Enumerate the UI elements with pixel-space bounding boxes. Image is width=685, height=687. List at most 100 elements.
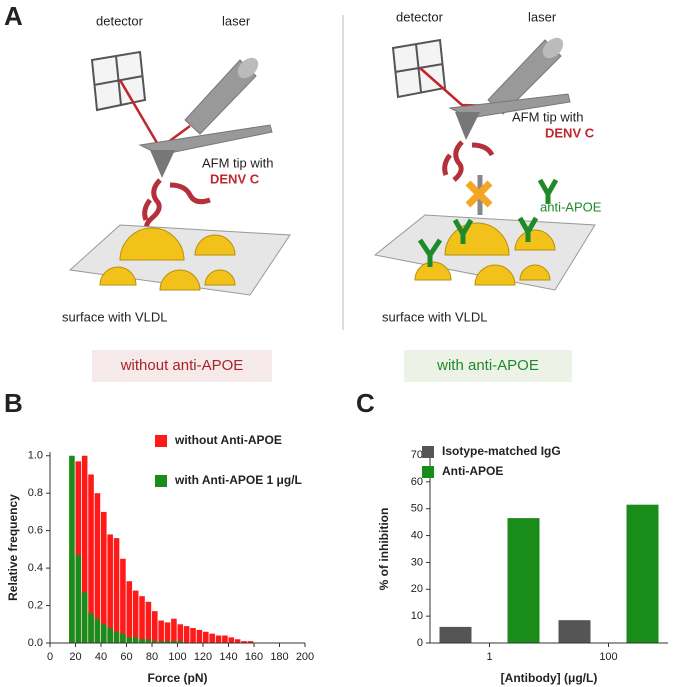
x-tick-label: 160 (245, 651, 263, 663)
histogram-bar (88, 613, 94, 643)
y-axis-label: Relative frequency (6, 494, 20, 601)
histogram-bar (145, 601, 152, 643)
label: detector (396, 9, 444, 24)
x-tick-label: 200 (296, 651, 314, 663)
histogram-bar (171, 641, 177, 643)
legend-swatch (422, 446, 434, 458)
caption: without anti-APOE (120, 357, 244, 374)
x-tick-label: 0 (47, 651, 53, 663)
legend-swatch (155, 435, 167, 447)
histogram-bar (101, 511, 107, 643)
histogram-bar (203, 631, 209, 643)
panel-label: C (356, 388, 375, 418)
histogram-bar (177, 624, 184, 643)
legend-label: Isotype-matched IgG (442, 444, 561, 458)
y-tick-label: 0.2 (28, 599, 43, 611)
x-tick-label: 100 (599, 651, 617, 663)
y-tick-label: 10 (411, 610, 423, 622)
histogram-bar (177, 641, 184, 643)
histogram-bar (126, 637, 133, 643)
y-tick-label: 0 (417, 637, 423, 649)
panel-label: B (4, 388, 23, 418)
x-axis-label: Force (pN) (148, 671, 208, 685)
y-tick-label: 20 (411, 583, 423, 595)
histogram-bar (75, 461, 82, 643)
histogram-bar (215, 635, 222, 643)
y-tick-label: 40 (411, 529, 423, 541)
histogram-bar (209, 633, 215, 643)
legend-label: Anti-APOE (442, 464, 503, 478)
y-tick-label: 60 (411, 476, 423, 488)
x-tick-label: 120 (194, 651, 212, 663)
histogram-bar (94, 493, 101, 643)
histogram-bar (113, 538, 120, 643)
x-tick-label: 80 (146, 651, 158, 663)
x-tick-label: 1 (486, 651, 492, 663)
x-tick-label: 40 (95, 651, 107, 663)
bar (439, 626, 472, 643)
label: DENV C (545, 125, 595, 140)
label: detector (96, 13, 144, 28)
histogram-bar (139, 596, 145, 643)
x-axis-label: [Antibody] (μg/L) (501, 671, 598, 685)
histogram-bar (183, 626, 190, 643)
caption-box (404, 350, 572, 382)
y-tick-label: 0.4 (28, 562, 43, 574)
x-tick-label: 60 (120, 651, 132, 663)
label: DENV C (210, 171, 260, 186)
histogram-bar (113, 631, 120, 643)
histogram-bar (94, 618, 101, 643)
illustration-right (373, 37, 596, 291)
histogram-bar (132, 637, 139, 643)
histogram-bar (81, 592, 88, 643)
histogram-bar (120, 558, 126, 643)
histogram-bar (120, 633, 126, 643)
illustration-left (68, 50, 291, 296)
histogram-bar (75, 554, 82, 643)
x-tick-label: 140 (219, 651, 237, 663)
histogram-bar (88, 474, 94, 643)
y-tick-label: 1.0 (28, 450, 43, 462)
label: laser (528, 9, 557, 24)
y-axis-label: % of inhibition (377, 508, 391, 591)
histogram-bar (228, 637, 235, 643)
y-tick-label: 70 (411, 449, 423, 461)
panel-label: A (4, 1, 23, 31)
histogram-bar (234, 639, 241, 643)
x-tick-label: 20 (69, 651, 81, 663)
histogram-bar (190, 628, 196, 643)
legend-label: with Anti-APOE 1 μg/L (174, 473, 302, 487)
histogram-bar (139, 639, 145, 643)
histogram-bar (69, 455, 75, 643)
histogram-bar (164, 622, 171, 643)
histogram-bar (164, 641, 171, 643)
histogram-bar (241, 641, 247, 643)
histogram-bar (222, 635, 228, 643)
histogram-bar (101, 624, 107, 643)
legend-label: without Anti-APOE (174, 433, 282, 447)
legend-swatch (155, 475, 167, 487)
histogram-bar (152, 611, 158, 643)
histogram-bar (132, 590, 139, 643)
histogram-bar (145, 639, 152, 643)
histogram-bar (107, 628, 113, 643)
y-tick-label: 30 (411, 556, 423, 568)
y-tick-label: 50 (411, 503, 423, 515)
caption-box (92, 350, 272, 382)
bar (507, 518, 540, 643)
y-tick-label: 0.8 (28, 487, 43, 499)
label: surface with VLDL (382, 309, 488, 324)
bar (626, 504, 659, 643)
histogram-bar (126, 581, 133, 643)
y-tick-label: 0.6 (28, 525, 43, 537)
histogram-bar (81, 455, 88, 643)
histogram-bar (247, 641, 254, 643)
histogram-bar (196, 629, 203, 643)
histogram-bar (158, 641, 164, 643)
y-tick-label: 0.0 (28, 637, 43, 649)
x-tick-label: 180 (270, 651, 288, 663)
histogram-bar (152, 641, 158, 643)
label: AFM tip with (512, 109, 584, 124)
label: AFM tip with (202, 155, 274, 170)
